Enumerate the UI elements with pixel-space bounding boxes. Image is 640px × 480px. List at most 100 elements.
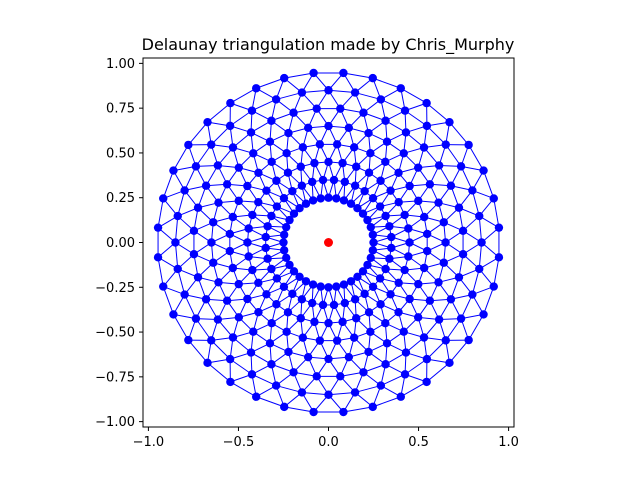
mesh-node [339, 68, 348, 78]
mesh-node [246, 348, 256, 357]
mesh-node [251, 392, 261, 401]
mesh-node [318, 300, 328, 310]
mesh-node [338, 317, 347, 327]
mesh-node [363, 215, 372, 225]
mesh-node [225, 354, 235, 364]
mesh-node [364, 308, 374, 317]
mesh-node [234, 279, 243, 289]
mesh-node [225, 121, 235, 131]
mesh-node [349, 143, 359, 152]
mesh-node [249, 149, 258, 158]
mesh-node [228, 143, 238, 152]
mesh-node [272, 274, 282, 283]
mesh-edge [301, 391, 329, 396]
mesh-node [254, 197, 263, 207]
mesh-node [315, 336, 325, 345]
mesh-edge [449, 121, 470, 146]
mesh-node [368, 402, 377, 412]
mesh-node [159, 194, 168, 203]
mesh-edge [187, 339, 208, 364]
mesh-node [280, 402, 289, 412]
mesh-node [315, 140, 325, 149]
mesh-node [262, 186, 271, 195]
y-tick-label: 0.25 [106, 191, 135, 206]
y-tick-label: −0.25 [95, 281, 135, 296]
mesh-edge [256, 77, 285, 89]
mesh-node [456, 314, 466, 323]
mesh-node [404, 224, 413, 233]
mesh-node [400, 370, 410, 379]
mesh-node [368, 230, 378, 239]
mesh-node [298, 143, 308, 152]
mesh-node [454, 273, 464, 282]
mesh-edge [400, 381, 427, 398]
mesh-node [180, 290, 189, 299]
mesh-node [419, 143, 429, 152]
mesh-node [422, 121, 432, 131]
mesh-edge [229, 358, 253, 375]
mesh-node [244, 224, 253, 233]
mesh-node [376, 300, 385, 309]
mesh-node [339, 280, 349, 289]
mesh-node [153, 253, 163, 262]
mesh-node [385, 254, 394, 263]
mesh-node [359, 108, 368, 117]
mesh-node [352, 162, 361, 171]
mesh-edge [354, 385, 381, 393]
mesh-node [479, 310, 488, 319]
mesh-node [344, 123, 354, 133]
mesh-node [312, 104, 321, 113]
mesh-edge [177, 190, 186, 217]
mesh-node [303, 352, 313, 362]
mesh-node [381, 360, 390, 369]
mesh-edge [251, 373, 277, 387]
mesh-edge [328, 89, 356, 94]
mesh-edge [404, 110, 428, 127]
mesh-node [419, 212, 429, 222]
mesh-node [267, 211, 276, 221]
mesh-edge [230, 381, 257, 398]
mesh-node [213, 315, 223, 324]
mesh-node [329, 300, 339, 310]
mesh-node [394, 168, 403, 178]
mesh-node [381, 319, 390, 328]
mesh-node [422, 246, 432, 256]
mesh-node [381, 116, 390, 125]
y-tick-label: 0.00 [106, 236, 135, 251]
mesh-node [419, 263, 429, 273]
mesh-node [324, 193, 333, 202]
mesh-node [295, 272, 304, 282]
mesh-node [454, 203, 464, 212]
mesh-node [394, 278, 403, 288]
mesh-edge [493, 198, 500, 228]
mesh-node [249, 327, 258, 336]
mesh-node [425, 180, 435, 189]
mesh-node [285, 215, 294, 225]
mesh-node [209, 258, 218, 267]
mesh-edge [460, 166, 473, 191]
mesh-node [254, 168, 263, 178]
mesh-node [349, 333, 359, 342]
mesh-node [358, 267, 368, 276]
mesh-node [368, 246, 378, 255]
mesh-node [399, 327, 408, 336]
mesh-node [281, 222, 291, 232]
mesh-node [394, 197, 403, 207]
mesh-node [381, 211, 390, 221]
mesh-node [404, 252, 413, 261]
mesh-node [396, 392, 406, 401]
mesh-node [283, 308, 293, 317]
mesh-node [339, 196, 349, 205]
mesh-node [169, 310, 178, 319]
mesh-node [297, 295, 307, 304]
mesh-node [303, 123, 313, 133]
mesh-edge [184, 166, 197, 191]
mesh-node [332, 194, 341, 203]
mesh-edge [301, 89, 329, 94]
mesh-node [246, 128, 256, 137]
mesh-node [234, 313, 244, 322]
mesh-edge [380, 373, 406, 387]
mesh-node [413, 163, 423, 172]
mesh-node [360, 186, 369, 196]
